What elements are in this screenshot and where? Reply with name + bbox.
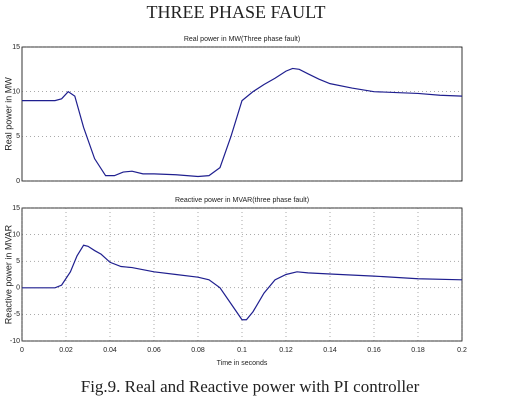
x-tick-label: 0.14: [323, 347, 337, 354]
y-tick-label: -10: [10, 338, 20, 345]
subplot-title: Real power in MW(Three phase fault): [184, 36, 300, 43]
x-tick-label: 0: [20, 347, 24, 354]
y-tick-label: -5: [14, 311, 20, 318]
x-tick-label: 0.2: [457, 347, 467, 354]
y-tick-label: 0: [16, 285, 20, 292]
subplot-title: Reactive power in MVAR(three phase fault…: [175, 197, 309, 204]
x-tick-label: 0.04: [103, 347, 117, 354]
data-line: [22, 244, 463, 321]
y-tick-label: 10: [12, 231, 20, 238]
x-tick-label: 0.1: [237, 347, 247, 354]
x-tick-label: 0.08: [191, 347, 205, 354]
y-tick-label: 5: [16, 133, 20, 140]
data-line: [22, 67, 463, 178]
y-tick-label: 10: [12, 89, 20, 96]
y-tick-label: 15: [12, 44, 20, 51]
plot-area: [21, 46, 463, 182]
caption: Fig.9. Real and Reactive power with PI c…: [81, 377, 420, 396]
y-tick-label: 0: [16, 178, 20, 185]
plot-area: [21, 207, 463, 342]
x-tick-label: 0.12: [279, 347, 293, 354]
x-tick-label: 0.06: [147, 347, 161, 354]
x-tick-label: 0.02: [59, 347, 73, 354]
y-tick-label: 15: [12, 205, 20, 212]
page-title: THREE PHASE FAULT: [146, 2, 325, 22]
y-tick-label: 5: [16, 258, 20, 265]
y-axis-label: Reactive power in MVAR: [3, 224, 13, 324]
x-tick-label: 0.18: [411, 347, 425, 354]
x-axis-label: Time in seconds: [217, 360, 268, 367]
x-tick-label: 0.16: [367, 347, 381, 354]
y-axis-label: Real power in MW: [3, 77, 13, 151]
